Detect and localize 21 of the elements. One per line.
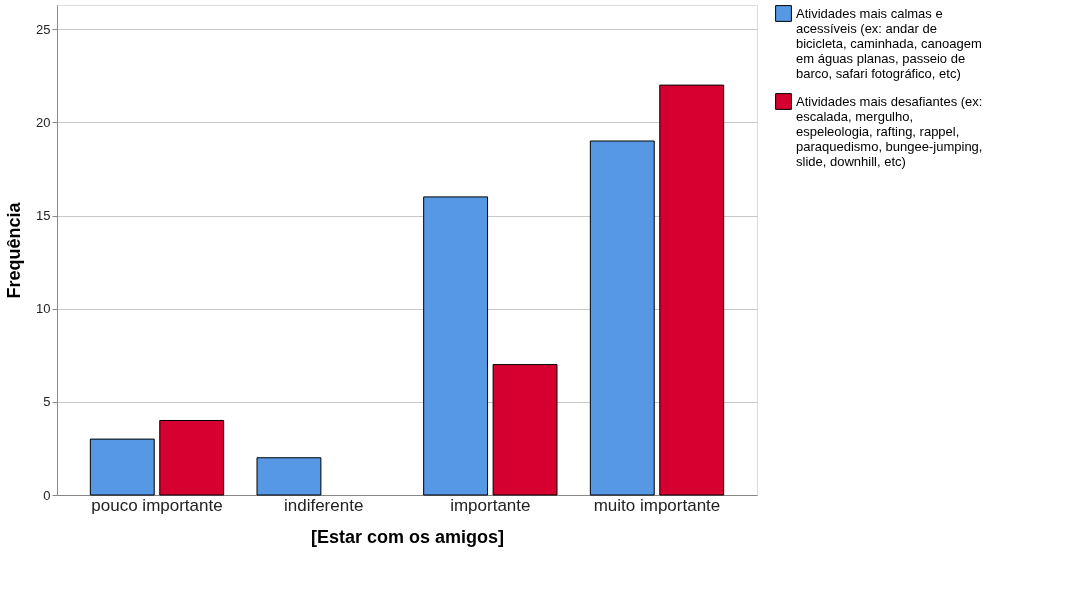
y-tick-label: 5 — [43, 394, 51, 410]
y-tick-label: 0 — [43, 487, 51, 503]
y-tick-label: 10 — [36, 301, 51, 317]
y-tick-label: 15 — [36, 208, 51, 224]
bar — [589, 140, 655, 496]
bar — [159, 419, 225, 496]
bar — [256, 457, 322, 496]
y-tick-label: 25 — [36, 21, 51, 37]
y-tick-label: 20 — [36, 114, 51, 130]
bar — [89, 438, 155, 496]
legend-label: Atividades mais calmas e acessíveis (ex: andar de bicicleta, caminhada, canoagem em águas planas, passeio de barco, safari fotográfico, etc) — [796, 5, 982, 81]
legend-label: Atividades mais desafiantes (ex: escalada, mergulho, espeleologia, rafting, rappel, paraquedismo, bungee-jumping, slide, downhill, etc) — [796, 93, 983, 169]
bar — [492, 364, 558, 496]
x-tick-label: pouco importante — [91, 495, 223, 515]
x-axis-title: [Estar com os amigos] — [310, 526, 505, 547]
x-tick-label: indiferente — [283, 495, 364, 515]
x-tick-label: importante — [450, 495, 531, 515]
bar — [423, 196, 489, 496]
x-tick-label: muito importante — [593, 495, 721, 515]
bar — [659, 84, 725, 496]
y-axis-title: Frequência — [4, 201, 25, 299]
